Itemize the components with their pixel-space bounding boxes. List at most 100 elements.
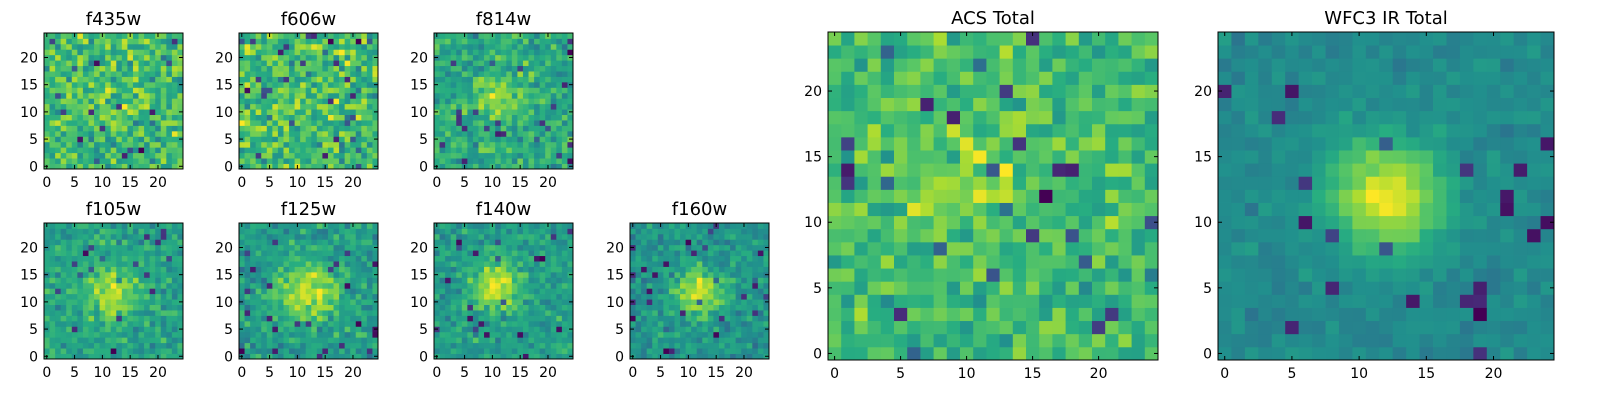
heatmap-cell (528, 125, 535, 132)
heatmap-cell (261, 271, 268, 278)
heatmap-cell (489, 147, 496, 154)
heatmap-cell (71, 71, 78, 77)
heatmap-cell (450, 103, 457, 110)
heatmap-cell (361, 261, 368, 267)
heatmap-cell (105, 299, 112, 305)
heatmap-cell (121, 271, 128, 278)
heatmap-cell (663, 255, 670, 262)
heatmap-cell (294, 261, 301, 267)
heatmap-cell (132, 315, 139, 322)
heatmap-cell (60, 158, 67, 164)
heatmap-cell (311, 271, 318, 278)
heatmap-cell (567, 250, 574, 257)
heatmap-cell (110, 310, 117, 316)
heatmap-cell (311, 223, 318, 229)
heatmap-cell (322, 98, 329, 105)
heatmap-cell (1026, 202, 1040, 217)
heatmap-cell (691, 342, 698, 349)
heatmap-cell (361, 337, 368, 344)
heatmap-cell (344, 271, 351, 278)
heatmap-cell (266, 71, 273, 77)
heatmap-cell (244, 261, 251, 267)
heatmap-cell (522, 331, 529, 338)
heatmap-cell (99, 60, 106, 67)
heatmap-cell (94, 266, 100, 273)
heatmap-cell (439, 293, 446, 300)
heatmap-cell (484, 65, 490, 72)
heatmap-cell (49, 250, 56, 257)
heatmap-cell (561, 310, 568, 316)
heatmap-cell (244, 353, 251, 360)
heatmap-cell (316, 49, 323, 56)
heatmap-cell (300, 81, 307, 88)
heatmap-cell (327, 320, 334, 327)
heatmap-cell (489, 98, 496, 105)
heatmap-cell (841, 268, 855, 282)
heatmap-cell (730, 282, 737, 289)
heatmap-cell (434, 98, 440, 105)
heatmap-cell (361, 255, 368, 262)
heatmap-cell (752, 348, 759, 354)
heatmap-cell (82, 38, 89, 45)
heatmap-cell (44, 130, 50, 137)
x-tick-label: 20 (344, 365, 362, 381)
heatmap-cell (1092, 241, 1106, 256)
heatmap-cell (155, 228, 162, 235)
heatmap-cell (539, 223, 546, 229)
heatmap-cell (646, 239, 653, 246)
heatmap-cell (132, 320, 139, 327)
heatmap-cell (121, 65, 128, 72)
heatmap-cell (171, 163, 178, 170)
heatmap-cell (434, 76, 440, 83)
heatmap-cell (1131, 189, 1146, 203)
heatmap-cell (495, 310, 502, 316)
heatmap-cell (160, 228, 167, 235)
heatmap-cell (355, 158, 362, 164)
heatmap-cell (294, 109, 301, 115)
heatmap-cell (155, 103, 162, 110)
heatmap-cell (461, 348, 468, 354)
heatmap-cell (160, 152, 167, 159)
heatmap-cell (138, 320, 145, 327)
heatmap-cell (691, 282, 698, 289)
heatmap-cell (289, 87, 295, 94)
heatmap-cell (239, 141, 245, 148)
heatmap-cell (567, 38, 574, 45)
heatmap-cell (300, 331, 307, 338)
heatmap-cell (171, 315, 178, 322)
heatmap-cell (556, 98, 563, 105)
heatmap-cell (472, 310, 479, 316)
heatmap-cell (366, 33, 373, 39)
heatmap-cell (333, 103, 340, 110)
heatmap-cell (255, 342, 262, 349)
heatmap-cell (517, 348, 524, 354)
heatmap-cell (680, 331, 686, 338)
heatmap-cell (511, 326, 518, 333)
heatmap-cell (138, 87, 145, 94)
heatmap-cell (461, 130, 468, 137)
heatmap-cell (1078, 307, 1093, 322)
heatmap-cell (49, 152, 56, 159)
heatmap-cell (171, 282, 178, 289)
heatmap-cell (456, 342, 463, 349)
heatmap-cell (355, 71, 362, 77)
heatmap-cell (372, 228, 379, 235)
heatmap-cell (177, 120, 184, 126)
heatmap-cell (724, 244, 731, 251)
heatmap-cell (77, 38, 84, 45)
heatmap-cell (160, 130, 167, 137)
heatmap-cell (44, 125, 50, 132)
heatmap-cell (250, 304, 257, 311)
heatmap-cell (160, 163, 167, 170)
heatmap-cell (528, 244, 535, 251)
heatmap-cell (294, 288, 301, 295)
heatmap-cell (289, 81, 295, 88)
heatmap-cell (339, 141, 346, 148)
heatmap-cell (567, 43, 574, 50)
heatmap-cell (500, 228, 507, 235)
heatmap-cell (344, 130, 351, 137)
heatmap-cell (511, 228, 518, 235)
heatmap-cell (506, 266, 513, 273)
heatmap-cell (539, 239, 546, 246)
heatmap-cell (713, 228, 720, 235)
